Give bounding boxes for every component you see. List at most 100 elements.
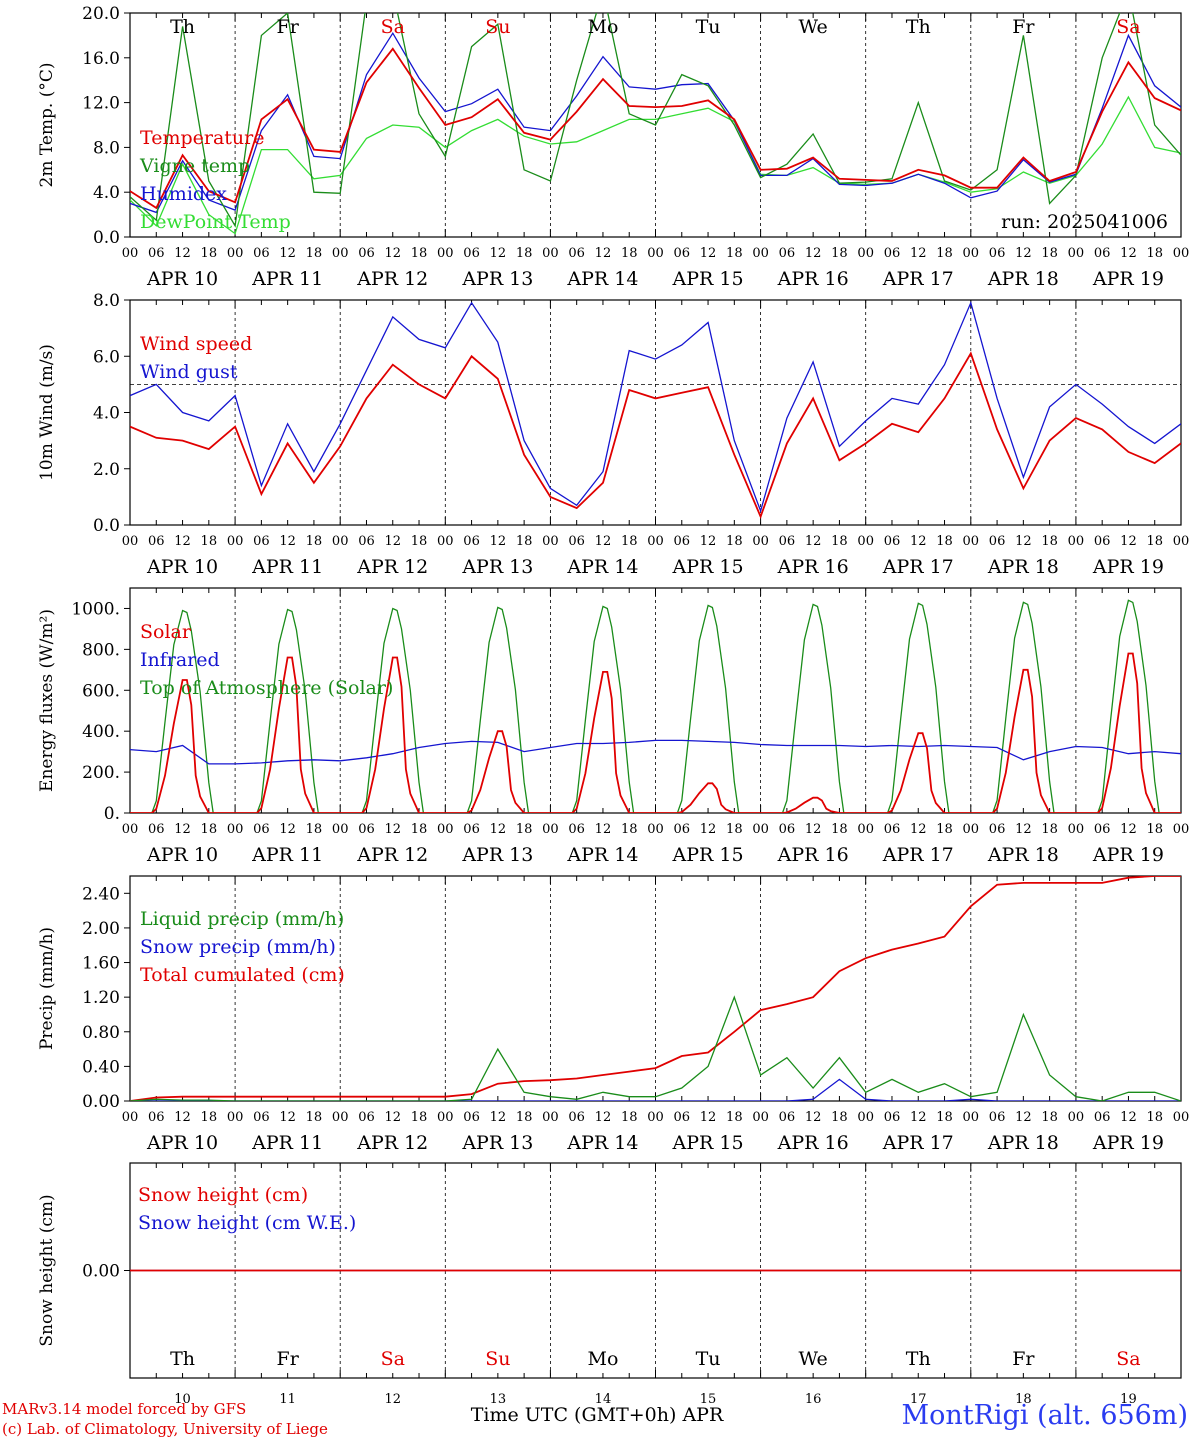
date-label: APR 15 [672, 268, 744, 290]
hour-tick-label: 18 [831, 534, 848, 549]
date-label: APR 14 [566, 844, 638, 866]
hour-tick-label: 00 [1173, 1110, 1190, 1125]
model-credit-line: MARv3.14 model forced by GFS [2, 1400, 247, 1418]
y-tick-label: 1.20 [82, 988, 120, 1008]
hour-tick-label: 18 [306, 534, 323, 549]
weekday-label: Fr [277, 1348, 300, 1370]
y-tick-label: 0.40 [82, 1057, 120, 1077]
hour-tick-label: 00 [332, 1110, 349, 1125]
date-label: APR 18 [987, 1132, 1059, 1154]
legend-entry: Snow height (cm) [138, 1184, 308, 1206]
hour-tick-label: 18 [1041, 246, 1058, 261]
hour-tick-label: 06 [674, 534, 691, 549]
hour-tick-label: 18 [831, 246, 848, 261]
hour-tick-label: 12 [384, 246, 401, 261]
hour-tick-label: 18 [411, 246, 428, 261]
date-label: APR 13 [461, 844, 533, 866]
hour-tick-label: 06 [568, 534, 585, 549]
hour-tick-label: 12 [700, 246, 717, 261]
hour-tick-label: 00 [857, 246, 874, 261]
hour-tick-label: 06 [884, 822, 901, 837]
hour-tick-label: 06 [463, 1110, 480, 1125]
hour-tick-label: 06 [1094, 1110, 1111, 1125]
date-label: APR 13 [461, 1132, 533, 1154]
date-label: APR 11 [251, 844, 323, 866]
hour-tick-label: 00 [752, 1110, 769, 1125]
date-label: APR 12 [356, 268, 428, 290]
hour-tick-label: 12 [805, 822, 822, 837]
legend-entry: Humidex [140, 183, 227, 205]
hour-tick-label: 00 [963, 1110, 980, 1125]
series-line-wind-gust [130, 300, 1181, 513]
y-axis-label: Snow height (cm) [37, 1194, 57, 1346]
weekday-label: Tu [696, 16, 721, 38]
weekday-label: Su [485, 1348, 510, 1370]
hour-tick-label: 18 [201, 1110, 218, 1125]
hour-tick-label: 18 [726, 1110, 743, 1125]
date-label: APR 17 [882, 268, 954, 290]
legend-entry: Wind gust [140, 361, 238, 383]
hour-tick-label: 18 [1146, 534, 1163, 549]
y-tick-label: 0.00 [82, 1092, 120, 1112]
hour-tick-label: 18 [831, 1110, 848, 1125]
hour-tick-label: 00 [542, 1110, 559, 1125]
hour-tick-label: 18 [306, 246, 323, 261]
panel-temperature: 0.0 4.0 8.0 12.0 16.0 20.0 2m Temp. (°C) 00 06 12… [37, 4, 1189, 290]
date-label: APR 12 [356, 844, 428, 866]
hour-tick-label: 00 [857, 822, 874, 837]
day-number-label: 14 [595, 1392, 612, 1407]
date-label: APR 17 [882, 1132, 954, 1154]
series-line-wind-speed [130, 351, 1181, 520]
hour-tick-label: 12 [174, 822, 191, 837]
hour-tick-label: 18 [306, 822, 323, 837]
hour-tick-label: 06 [989, 822, 1006, 837]
hour-tick-label: 00 [332, 534, 349, 549]
hour-tick-label: 12 [490, 246, 507, 261]
y-tick-label: 200. [82, 763, 120, 783]
hour-tick-label: 12 [1015, 822, 1032, 837]
hour-tick-label: 06 [884, 534, 901, 549]
hour-tick-label: 06 [253, 1110, 270, 1125]
weekday-label: Th [170, 1348, 195, 1370]
weekday-label: Su [485, 16, 510, 38]
hour-tick-label: 00 [963, 822, 980, 837]
y-tick-label: 16.0 [82, 49, 120, 69]
weekday-label: Sa [1116, 1348, 1140, 1370]
hour-tick-label: 06 [989, 1110, 1006, 1125]
series-line-temperature [130, 47, 1181, 210]
hour-tick-label: 18 [936, 534, 953, 549]
y-tick-label: 2.0 [93, 460, 120, 480]
hour-tick-label: 18 [411, 822, 428, 837]
y-axis-label: Precip (mm/h) [37, 927, 57, 1050]
hour-tick-label: 00 [647, 246, 664, 261]
hour-tick-label: 12 [910, 822, 927, 837]
date-label: APR 15 [672, 1132, 744, 1154]
series-line-solar [130, 652, 1181, 813]
date-label: APR 19 [1092, 844, 1164, 866]
site-label: MontRigi (alt. 656m) [901, 1400, 1188, 1431]
y-tick-label: 8.0 [93, 138, 120, 158]
hour-tick-label: 18 [1041, 822, 1058, 837]
y-tick-label: 1.60 [82, 954, 120, 974]
hour-tick-label: 12 [700, 1110, 717, 1125]
hour-tick-label: 18 [831, 822, 848, 837]
hour-tick-label: 00 [963, 534, 980, 549]
hour-tick-label: 00 [437, 822, 454, 837]
date-label: APR 19 [1092, 1132, 1164, 1154]
y-tick-label: 0.00 [82, 1262, 120, 1282]
y-tick-label: 4.0 [93, 404, 120, 424]
hour-tick-label: 06 [253, 822, 270, 837]
hour-tick-label: 12 [1120, 534, 1137, 549]
panel-frame [129, 587, 1182, 814]
weekday-label: Sa [381, 1348, 405, 1370]
hour-tick-label: 12 [805, 534, 822, 549]
y-tick-label: 1000. [71, 599, 120, 619]
hour-tick-label: 00 [437, 246, 454, 261]
hour-tick-label: 18 [621, 1110, 638, 1125]
hour-tick-label: 00 [1068, 534, 1085, 549]
hour-tick-label: 00 [857, 534, 874, 549]
hour-tick-label: 18 [621, 534, 638, 549]
hour-tick-label: 06 [1094, 822, 1111, 837]
hour-tick-label: 12 [384, 822, 401, 837]
legend-entry: Infrared [140, 649, 220, 671]
